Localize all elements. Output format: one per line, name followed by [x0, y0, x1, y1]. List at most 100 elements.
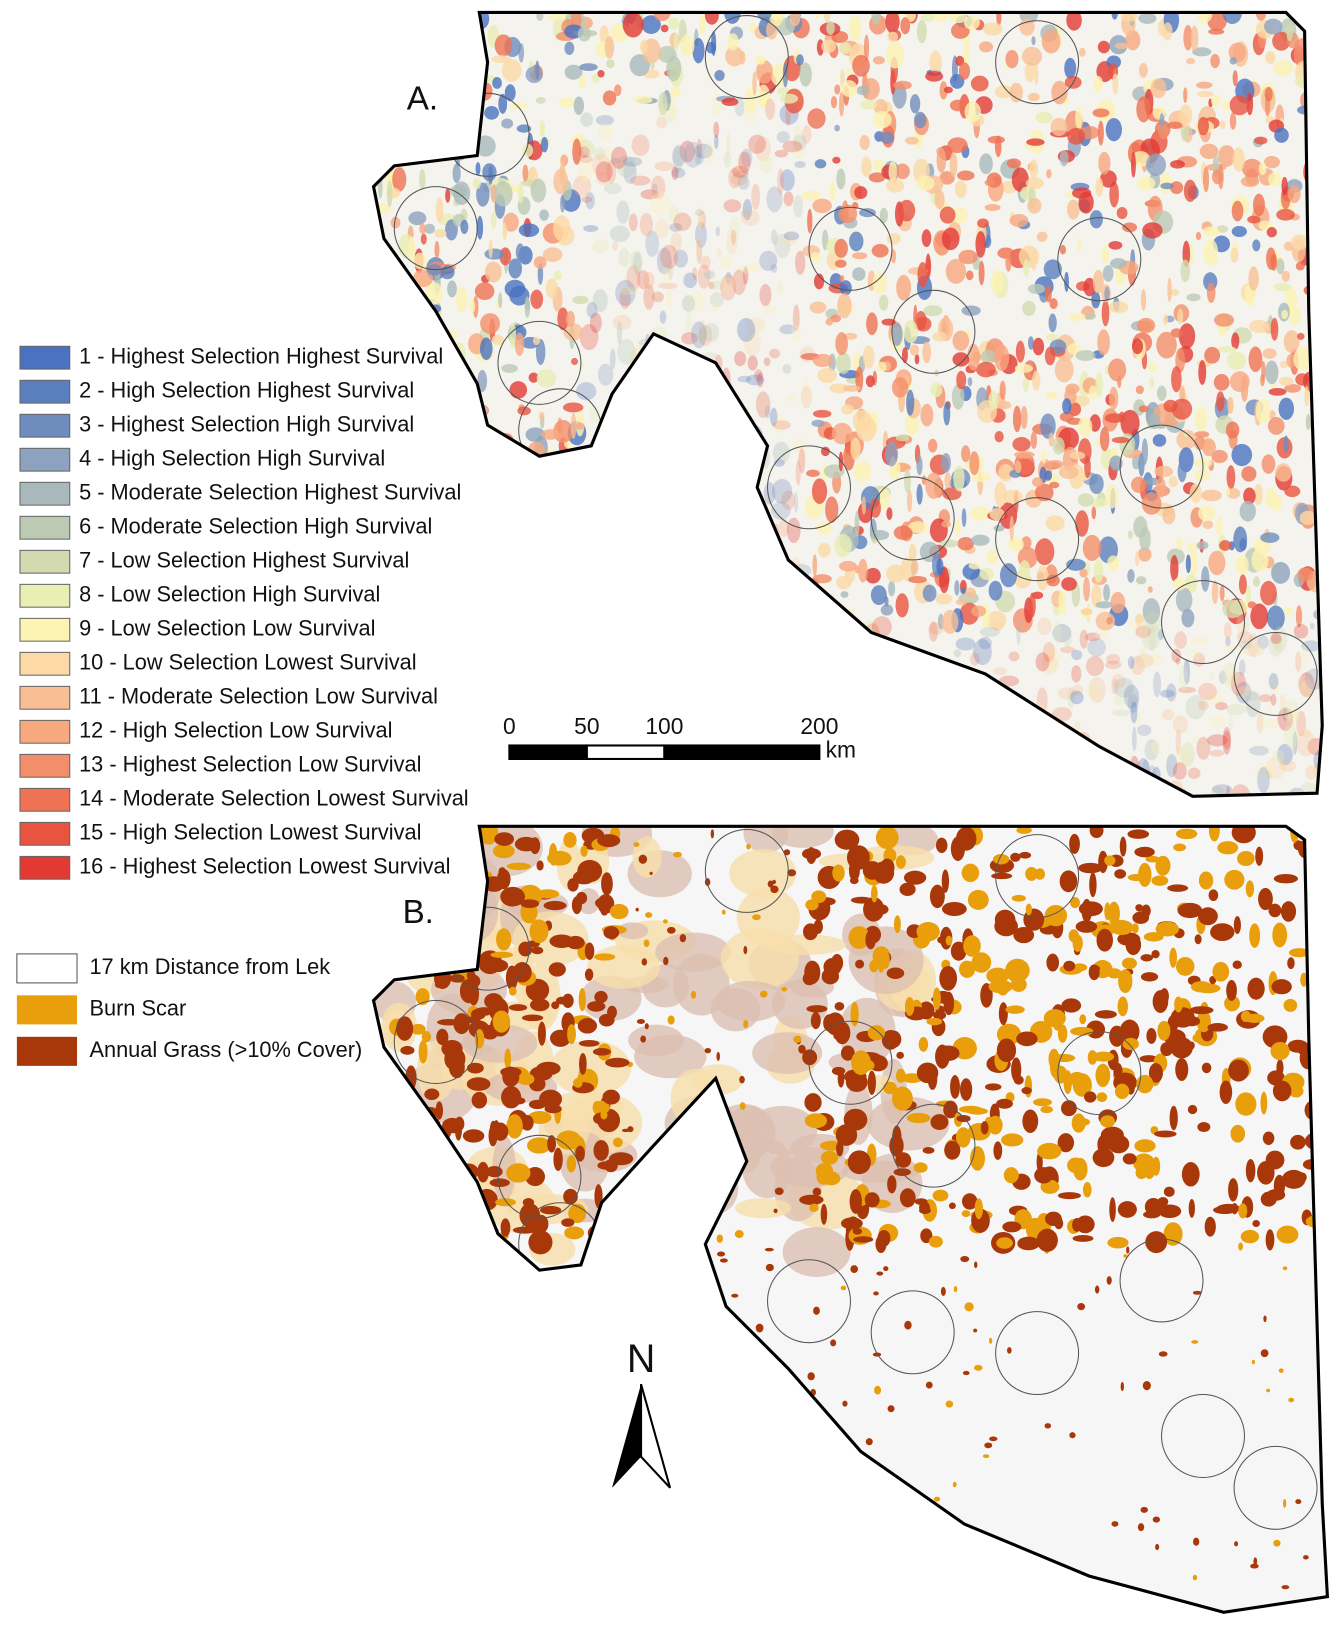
grass-patch [459, 978, 478, 1004]
habitat-patch [763, 357, 771, 367]
habitat-patch [1195, 231, 1202, 241]
habitat-patch [938, 662, 957, 676]
habitat-patch [407, 236, 416, 263]
grass-patch [1072, 1235, 1094, 1242]
habitat-patch [860, 763, 875, 786]
habitat-patch [809, 252, 822, 263]
habitat-patch [1095, 372, 1103, 397]
habitat-patch [474, 282, 495, 301]
grass-patch [518, 1518, 522, 1526]
burn-patch [1192, 1034, 1201, 1043]
habitat-patch [1002, 489, 1023, 504]
grass-patch [1201, 1062, 1212, 1074]
burn-patch [1025, 867, 1038, 881]
grass-patch [1045, 1211, 1062, 1226]
scale-label: 0 [503, 713, 516, 739]
habitat-patch [532, 508, 540, 523]
burn-patch [1272, 922, 1288, 948]
habitat-patch [1297, 332, 1305, 340]
habitat-patch [669, 222, 683, 232]
habitat-patch [1071, 649, 1083, 661]
habitat-patch [426, 62, 441, 70]
habitat-patch [557, 307, 569, 331]
grass-patch [578, 1039, 600, 1047]
habitat-patch [1293, 347, 1313, 371]
habitat-patch [914, 111, 927, 129]
habitat-patch [580, 112, 594, 127]
grass-patch [754, 1590, 763, 1599]
habitat-patch [653, 342, 667, 354]
burn-patch [566, 1155, 577, 1173]
habitat-patch [1162, 22, 1173, 41]
grass-patch [896, 1051, 904, 1059]
habitat-patch [690, 703, 711, 727]
habitat-patch [1240, 176, 1260, 188]
habitat-patch [1194, 406, 1208, 432]
habitat-patch [498, 690, 519, 708]
habitat-patch [643, 271, 655, 289]
habitat-patch [395, 12, 401, 18]
habitat-patch [1094, 771, 1104, 789]
grass-patch [941, 869, 950, 893]
habitat-patch [556, 635, 565, 658]
burn-patch [1224, 995, 1240, 1012]
habitat-patch [539, 411, 545, 421]
habitat-patch [866, 312, 878, 336]
habitat-patch [690, 641, 708, 665]
grass-patch [1182, 1016, 1201, 1027]
habitat-patch [1173, 793, 1187, 797]
habitat-patch [844, 643, 861, 662]
habitat-patch [660, 352, 665, 380]
habitat-patch [636, 369, 650, 390]
habitat-patch [449, 447, 458, 471]
grass-patch [638, 854, 648, 864]
habitat-patch [419, 169, 426, 190]
habitat-patch [1311, 133, 1318, 145]
grass-patch [579, 1052, 587, 1075]
habitat-patch [679, 538, 692, 560]
grass-patch [998, 1002, 1008, 1026]
grass-patch [847, 1150, 871, 1175]
habitat-patch [583, 224, 599, 233]
habitat-patch [845, 773, 865, 786]
legend-label: 3 - Highest Selection High Survival [79, 411, 414, 436]
burn-patch [739, 1102, 746, 1110]
grass-patch [1295, 1499, 1302, 1505]
habitat-patch [520, 679, 526, 706]
habitat-patch [1045, 333, 1059, 341]
habitat-patch [446, 71, 458, 86]
habitat-patch [730, 173, 748, 186]
grass-patch [892, 1125, 902, 1150]
grass-patch [891, 1574, 900, 1579]
habitat-patch [1058, 465, 1079, 479]
burn-patch [1217, 841, 1239, 855]
habitat-patch [481, 576, 497, 590]
habitat-patch [958, 249, 978, 265]
habitat-patch [849, 231, 864, 252]
grass-patch [1089, 965, 1100, 973]
grass-patch [584, 968, 594, 981]
habitat-patch [831, 621, 852, 631]
habitat-patch [1147, 586, 1153, 593]
habitat-patch [871, 616, 892, 638]
habitat-patch [1268, 634, 1283, 657]
burn-patch [662, 919, 668, 924]
lek-buffer [891, 289, 976, 374]
habitat-patch [700, 255, 711, 270]
habitat-patch [673, 249, 688, 268]
habitat-patch [542, 462, 556, 486]
habitat-patch [533, 256, 547, 269]
grass-patch [1125, 934, 1142, 956]
habitat-patch [896, 790, 916, 797]
habitat-patch [1311, 73, 1320, 91]
habitat-patch [1030, 431, 1038, 450]
habitat-patch [1071, 665, 1082, 683]
burn-patch [959, 960, 976, 978]
habitat-patch [554, 587, 568, 605]
burn-patch [750, 1581, 759, 1590]
habitat-patch [1185, 57, 1195, 65]
grass-patch [1057, 1192, 1081, 1200]
habitat-patch [1186, 293, 1201, 302]
lek-buffer [1233, 1445, 1318, 1530]
habitat-patch [1059, 150, 1069, 167]
